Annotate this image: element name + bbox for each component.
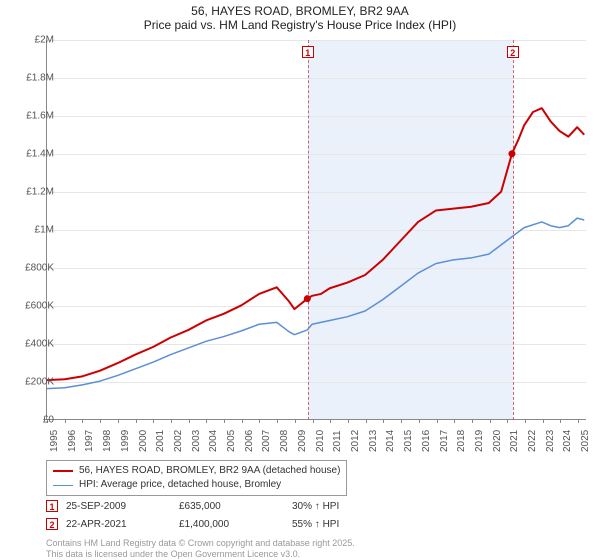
x-axis-label: 2001 bbox=[155, 430, 166, 452]
y-axis-label: £1.8M bbox=[10, 73, 54, 84]
y-axis-label: £1.2M bbox=[10, 187, 54, 198]
y-axis-label: £1.6M bbox=[10, 111, 54, 122]
annotation-price: £1,400,000 bbox=[179, 519, 284, 530]
marker-dot bbox=[508, 150, 515, 157]
x-axis-label: 1997 bbox=[84, 430, 95, 452]
x-axis-label: 2000 bbox=[138, 430, 149, 452]
y-axis-label: £0 bbox=[10, 415, 54, 426]
x-axis-label: 2010 bbox=[315, 430, 326, 452]
x-axis-label: 2014 bbox=[385, 430, 396, 452]
x-axis-label: 1995 bbox=[49, 430, 60, 452]
title-line1: 56, HAYES ROAD, BROMLEY, BR2 9AA bbox=[0, 4, 600, 18]
marker-dot bbox=[304, 295, 311, 302]
x-axis-label: 2012 bbox=[350, 430, 361, 452]
annotation-marker-icon: 2 bbox=[46, 518, 58, 530]
annotation-date: 22-APR-2021 bbox=[66, 519, 171, 530]
chart-title-block: 56, HAYES ROAD, BROMLEY, BR2 9AA Price p… bbox=[0, 0, 600, 33]
x-axis-label: 2003 bbox=[191, 430, 202, 452]
annotation-marker-icon: 1 bbox=[46, 500, 58, 512]
x-axis-label: 2004 bbox=[208, 430, 219, 452]
y-axis-label: £2M bbox=[10, 35, 54, 46]
x-axis-label: 2021 bbox=[509, 430, 520, 452]
chart-plot-area: 12 bbox=[46, 40, 586, 420]
series-price_paid bbox=[47, 108, 584, 380]
x-axis-label: 2006 bbox=[244, 430, 255, 452]
x-axis-label: 2009 bbox=[297, 430, 308, 452]
annotation-delta: 30% ↑ HPI bbox=[292, 501, 397, 512]
y-axis-label: £400K bbox=[10, 339, 54, 350]
x-axis-label: 2022 bbox=[527, 430, 538, 452]
x-axis-label: 1998 bbox=[102, 430, 113, 452]
x-axis-label: 2023 bbox=[545, 430, 556, 452]
marker-box-icon: 2 bbox=[507, 46, 519, 58]
copyright-text: Contains HM Land Registry data © Crown c… bbox=[46, 538, 355, 560]
x-axis-label: 2008 bbox=[279, 430, 290, 452]
y-axis-label: £1.4M bbox=[10, 149, 54, 160]
legend-swatch bbox=[53, 485, 73, 486]
x-axis-label: 2025 bbox=[580, 430, 591, 452]
x-axis-label: 2002 bbox=[173, 430, 184, 452]
copyright-line1: Contains HM Land Registry data © Crown c… bbox=[46, 538, 355, 549]
annotation-row-1: 1 25-SEP-2009 £635,000 30% ↑ HPI bbox=[46, 500, 397, 512]
y-axis-label: £1M bbox=[10, 225, 54, 236]
x-axis-label: 2011 bbox=[332, 430, 343, 452]
x-axis-label: 2017 bbox=[439, 430, 450, 452]
series-hpi bbox=[47, 218, 584, 389]
x-axis-label: 2018 bbox=[456, 430, 467, 452]
marker-box-icon: 1 bbox=[302, 46, 314, 58]
legend-item-price-paid: 56, HAYES ROAD, BROMLEY, BR2 9AA (detach… bbox=[53, 464, 340, 478]
annotation-row-2: 2 22-APR-2021 £1,400,000 55% ↑ HPI bbox=[46, 518, 397, 530]
copyright-line2: This data is licensed under the Open Gov… bbox=[46, 549, 355, 560]
x-axis-label: 2015 bbox=[403, 430, 414, 452]
y-axis-label: £800K bbox=[10, 263, 54, 274]
x-axis-label: 2013 bbox=[368, 430, 379, 452]
x-axis-label: 2005 bbox=[226, 430, 237, 452]
x-axis-label: 2016 bbox=[421, 430, 432, 452]
legend-item-hpi: HPI: Average price, detached house, Brom… bbox=[53, 478, 340, 492]
x-axis-label: 2019 bbox=[474, 430, 485, 452]
y-axis-label: £600K bbox=[10, 301, 54, 312]
title-line2: Price paid vs. HM Land Registry's House … bbox=[0, 18, 600, 32]
annotation-date: 25-SEP-2009 bbox=[66, 501, 171, 512]
annotation-price: £635,000 bbox=[179, 501, 284, 512]
x-axis-label: 1996 bbox=[67, 430, 78, 452]
legend-box: 56, HAYES ROAD, BROMLEY, BR2 9AA (detach… bbox=[46, 460, 347, 496]
x-axis-label: 2024 bbox=[562, 430, 573, 452]
legend-label: HPI: Average price, detached house, Brom… bbox=[79, 478, 281, 492]
y-axis-label: £200K bbox=[10, 377, 54, 388]
legend-label: 56, HAYES ROAD, BROMLEY, BR2 9AA (detach… bbox=[79, 464, 340, 478]
legend-swatch bbox=[53, 470, 73, 472]
x-axis-label: 2007 bbox=[261, 430, 272, 452]
x-axis-label: 2020 bbox=[492, 430, 503, 452]
x-axis-label: 1999 bbox=[120, 430, 131, 452]
annotation-delta: 55% ↑ HPI bbox=[292, 519, 397, 530]
